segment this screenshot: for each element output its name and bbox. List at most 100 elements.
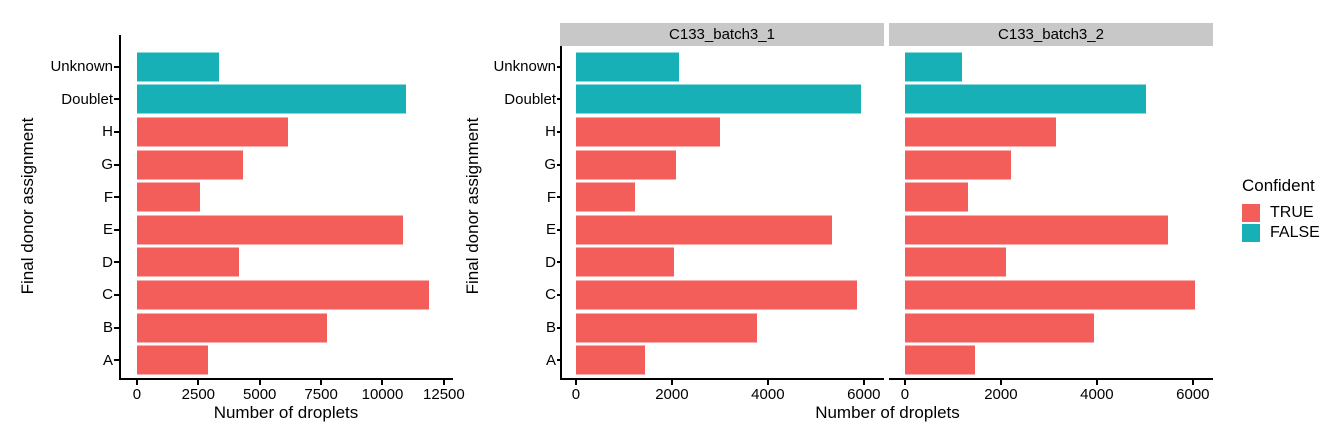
bar-row-g — [562, 148, 884, 181]
y-tick-mark — [557, 359, 562, 362]
left-chart: Final donor assignment Unknown Doublet H G F… — [0, 0, 465, 447]
legend-label-true: TRUE — [1270, 204, 1314, 221]
bar-row-b — [121, 311, 451, 344]
y-tick-mark — [557, 98, 562, 101]
bar-row-f — [891, 181, 1213, 214]
bar-row-h — [121, 116, 451, 149]
y-tick-mark — [114, 228, 119, 231]
bar-unknown — [904, 52, 963, 82]
x-tick-mark — [320, 380, 323, 385]
y-tick-label-f: F — [546, 188, 556, 206]
bar-row-d — [891, 246, 1213, 279]
bar-doublet — [904, 84, 1146, 114]
x-tick-label-2000: 2000 — [984, 386, 1018, 403]
x-tick-mark — [574, 380, 577, 385]
y-tick-mark — [114, 130, 119, 133]
bar-row-unknown — [121, 51, 451, 84]
bar-row-e — [562, 213, 884, 246]
x-tick-mark — [381, 380, 384, 385]
y-tick-row-e: E — [0, 213, 119, 246]
bar-g — [136, 150, 243, 180]
facet-2-plot-area — [891, 46, 1213, 378]
bar-row-c — [121, 279, 451, 312]
bar-b — [575, 313, 758, 343]
y-tick-mark — [114, 163, 119, 166]
bar-h — [136, 117, 288, 147]
facet-2-x-axis-ticks: 0 2000 4000 6000 — [891, 380, 1213, 406]
y-tick-row-b: B — [445, 311, 562, 344]
left-x-axis-title: Number of droplets — [213, 403, 359, 422]
y-tick-label-unknown: Unknown — [493, 58, 556, 76]
y-tick-mark — [114, 98, 119, 101]
bar-row-a — [562, 344, 884, 377]
y-tick-mark — [557, 130, 562, 133]
facet-1-y-axis-line — [560, 46, 562, 380]
bar-f — [136, 182, 200, 212]
bar-row-f — [121, 181, 451, 214]
bar-row-d — [121, 246, 451, 279]
bar-row-d — [562, 246, 884, 279]
right-y-tick-labels: Unknown Doublet H G F E D C B A — [445, 46, 562, 378]
bar-row-a — [121, 344, 451, 377]
x-tick-mark — [1095, 380, 1098, 385]
bar-row-h — [562, 116, 884, 149]
y-tick-label-doublet: Doublet — [504, 90, 556, 108]
facet-strip-2: C133_batch3_2 — [889, 23, 1213, 46]
y-tick-label-e: E — [545, 221, 556, 239]
legend-swatch-false — [1242, 224, 1260, 242]
legend-item-false: FALSE — [1242, 223, 1320, 243]
x-tick-mark — [766, 380, 769, 385]
y-tick-mark — [114, 326, 119, 329]
bar-unknown — [575, 52, 680, 82]
y-tick-row-unknown: Unknown — [445, 51, 562, 84]
bar-row-e — [891, 213, 1213, 246]
y-tick-row-a: A — [445, 344, 562, 377]
y-tick-mark — [114, 65, 119, 68]
bar-h — [904, 117, 1056, 147]
x-tick-mark — [258, 380, 261, 385]
y-tick-label-g: G — [101, 156, 113, 174]
bar-b — [904, 313, 1095, 343]
bar-a — [136, 345, 209, 375]
bar-row-g — [121, 148, 451, 181]
y-tick-row-a: A — [0, 344, 119, 377]
y-tick-label-h: H — [545, 123, 556, 141]
x-tick-label-5000: 5000 — [243, 386, 277, 403]
bar-h — [575, 117, 721, 147]
legend-swatch-true — [1242, 204, 1260, 222]
x-tick-label-0: 0 — [571, 386, 581, 403]
x-tick-label-7500: 7500 — [304, 386, 338, 403]
x-tick-mark — [903, 380, 906, 385]
y-tick-row-f: F — [0, 181, 119, 214]
y-tick-row-e: E — [445, 213, 562, 246]
bar-unknown — [136, 52, 220, 82]
bar-row-doublet — [891, 83, 1213, 116]
y-tick-label-d: D — [545, 253, 556, 271]
y-tick-mark — [557, 228, 562, 231]
x-tick-mark — [670, 380, 673, 385]
x-tick-mark — [442, 380, 445, 385]
left-x-axis-line — [119, 378, 453, 380]
y-tick-mark — [557, 293, 562, 296]
facet-1-x-axis-line — [560, 378, 884, 380]
y-tick-row-c: C — [0, 279, 119, 312]
bar-row-b — [562, 311, 884, 344]
right-x-axis-title: Number of droplets — [815, 403, 960, 422]
bar-row-unknown — [891, 51, 1213, 84]
y-tick-label-doublet: Doublet — [61, 90, 113, 108]
x-tick-label-4000: 4000 — [1080, 386, 1114, 403]
x-tick-label-4000: 4000 — [751, 386, 785, 403]
left-x-axis-ticks: 0 2500 5000 7500 10000 12500 — [121, 380, 465, 406]
bar-b — [136, 313, 327, 343]
left-y-tick-labels: Unknown Doublet H G F E D C B A — [0, 35, 119, 378]
bar-row-c — [891, 279, 1213, 312]
x-tick-mark — [999, 380, 1002, 385]
bar-doublet — [136, 84, 407, 114]
y-tick-mark — [114, 261, 119, 264]
y-tick-mark — [114, 359, 119, 362]
bar-row-a — [891, 344, 1213, 377]
y-tick-label-a: A — [545, 351, 556, 369]
bar-row-e — [121, 213, 451, 246]
x-tick-mark — [1191, 380, 1194, 385]
y-tick-row-f: F — [445, 181, 562, 214]
